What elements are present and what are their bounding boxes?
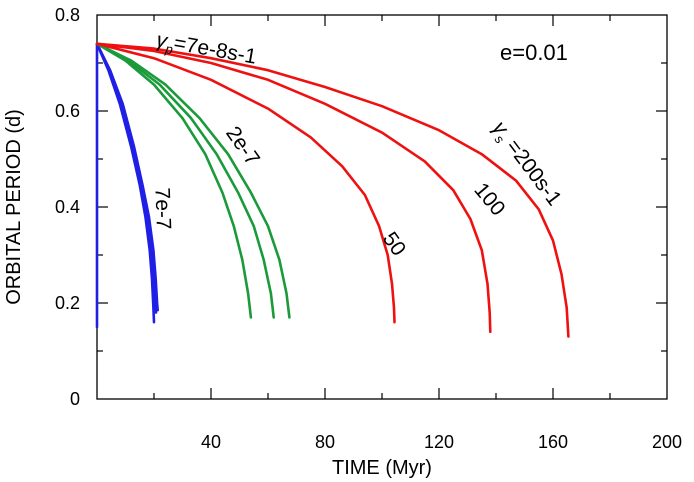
series-line-blue	[95, 42, 159, 312]
x-tick-label: 160	[538, 432, 568, 452]
y-tick-label: 0.6	[55, 101, 80, 121]
x-axis-title: TIME (Myr)	[332, 457, 432, 479]
x-tick-label: 40	[201, 432, 221, 452]
y-axis-title: ORBITAL PERIOD (d)	[3, 109, 25, 305]
x-tick-label: 120	[424, 432, 454, 452]
plot-frame	[96, 14, 668, 400]
y-tick-label: 0.2	[55, 293, 80, 313]
series-line-green	[95, 42, 291, 319]
curves	[95, 42, 570, 338]
x-tick-label: 200	[652, 432, 682, 452]
axis-ticks: 40 80 120 160 200 0 0.2 0.4 0.6 0.8	[55, 5, 682, 452]
series-line-blue	[95, 42, 156, 324]
curve-label: 100	[469, 179, 509, 221]
series-line-green	[95, 42, 275, 319]
y-tick-label: 0	[70, 389, 80, 409]
curve-label: 2e-7	[221, 122, 264, 170]
series-line-red	[95, 42, 396, 324]
series-line-green	[95, 42, 253, 319]
series-line-blue	[95, 42, 158, 314]
series-line-red	[95, 42, 492, 334]
x-tick-label: 80	[315, 432, 335, 452]
series-line-red	[95, 42, 570, 338]
y-tick-label: 0.8	[55, 5, 80, 25]
y-tick-label: 0.4	[55, 197, 80, 217]
eccentricity-label: e=0.01	[500, 40, 568, 65]
curve-label: 50	[378, 228, 410, 260]
curve-label: 7e-7	[150, 187, 174, 230]
